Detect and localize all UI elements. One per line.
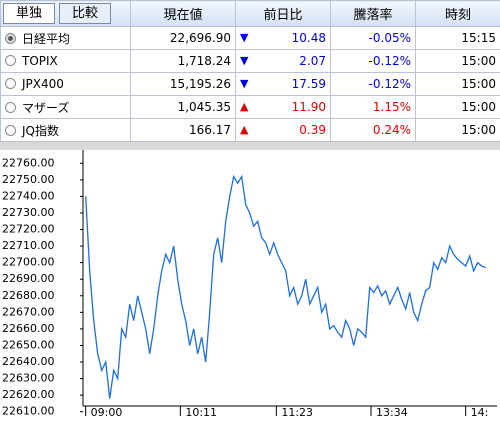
tab[interactable]: 比較 — [59, 3, 111, 24]
change: 10.48 — [291, 31, 326, 45]
change: 17.59 — [291, 77, 326, 91]
change-rate: -0.05% — [330, 26, 416, 50]
index-name: 日経平均 — [22, 31, 71, 46]
y-tick-label: 22610.00 — [2, 405, 55, 418]
x-tick-label: 14: — [471, 406, 489, 419]
change-rate: 0.24% — [330, 118, 416, 142]
down-arrow: ▼ — [240, 54, 249, 67]
row[interactable]: JQ指数 166.17 ▲ 0.39 0.24% 15:00 — [0, 118, 500, 142]
y-tick-label: 22740.00 — [2, 189, 55, 202]
y-tick-label: 22680.00 — [2, 289, 55, 302]
y-tick-label: 22640.00 — [2, 355, 55, 368]
index-name: TOPIX — [22, 54, 58, 68]
price: 166.17 — [130, 118, 236, 142]
y-tick-label: 22760.00 — [2, 156, 55, 169]
change: 0.39 — [299, 123, 326, 137]
y-tick-label: 22670.00 — [2, 305, 55, 318]
column-header[interactable]: 前日比 — [235, 0, 331, 27]
time: 15:00 — [415, 72, 500, 96]
time: 15:00 — [415, 118, 500, 142]
y-tick-label: 22700.00 — [2, 256, 55, 269]
down-arrow: ▼ — [240, 31, 249, 44]
down-arrow: ▼ — [240, 77, 249, 90]
y-tick-label: 22620.00 — [2, 388, 55, 401]
y-tick-label: 22720.00 — [2, 223, 55, 236]
index-name: JQ指数 — [22, 123, 59, 138]
y-tick-label: 22730.00 — [2, 206, 55, 219]
row[interactable]: マザーズ 1,045.35 ▲ 11.90 1.15% 15:00 — [0, 95, 500, 119]
index-table: 単独 比較 現在値 前日比 騰落率 時刻 日経平均 22,696.90 ▼ 10.48-… — [0, 0, 500, 142]
price: 1,718.24 — [130, 49, 236, 73]
index-name: JPX400 — [22, 77, 64, 91]
y-tick-label: 22710.00 — [2, 239, 55, 252]
time: 15:00 — [415, 95, 500, 119]
price-line — [85, 174, 486, 399]
time: 15:00 — [415, 49, 500, 73]
index-name: マザーズ — [22, 100, 70, 115]
header-row: 単独 比較 現在値 前日比 騰落率 時刻 — [0, 0, 500, 27]
up-arrow: ▲ — [240, 100, 249, 113]
column-header[interactable]: 騰落率 — [330, 0, 416, 27]
x-tick-label: 10:11 — [185, 406, 217, 419]
column-header[interactable]: 現在値 — [130, 0, 236, 27]
y-tick-label: 22750.00 — [2, 173, 55, 186]
chart: 22760.00 22750.00 22740.00 22730.00 22720.00… — [0, 150, 500, 432]
column-header[interactable]: 時刻 — [415, 0, 500, 27]
up-arrow: ▲ — [240, 123, 249, 136]
tab[interactable]: 単独 — [3, 3, 55, 24]
change-rate: -0.12% — [330, 72, 416, 96]
change: 2.07 — [299, 54, 326, 68]
tab-cell: 単独 比較 — [0, 0, 131, 27]
change-rate: 1.15% — [330, 95, 416, 119]
y-tick-label: 22690.00 — [2, 272, 55, 285]
x-tick-label: 13:34 — [376, 406, 408, 419]
x-tick-label: 11:23 — [281, 406, 313, 419]
y-tick-label: 22630.00 — [2, 372, 55, 385]
x-tick-label: 09:00 — [91, 406, 123, 419]
change: 11.90 — [291, 100, 326, 114]
change-rate: -0.12% — [330, 49, 416, 73]
time: 15:15 — [415, 26, 500, 50]
y-tick-label: 22650.00 — [2, 338, 55, 351]
radio[interactable] — [5, 32, 16, 44]
price: 1,045.35 — [130, 95, 236, 119]
row[interactable]: JPX400 15,195.26 ▼ 17.59 -0.12% 15:00 — [0, 72, 500, 96]
radio[interactable] — [5, 124, 16, 136]
price: 15,195.26 — [130, 72, 236, 96]
price: 22,696.90 — [130, 26, 236, 50]
radio[interactable] — [5, 101, 16, 113]
row[interactable]: 日経平均 22,696.90 ▼ 10.48 -0.05% 15:15 — [0, 26, 500, 50]
radio[interactable] — [5, 78, 16, 89]
radio[interactable] — [5, 55, 16, 66]
y-tick-label: 22660.00 — [2, 322, 55, 335]
row[interactable]: TOPIX 1,718.24 ▼ 2.07 -0.12% 15:00 — [0, 49, 500, 73]
